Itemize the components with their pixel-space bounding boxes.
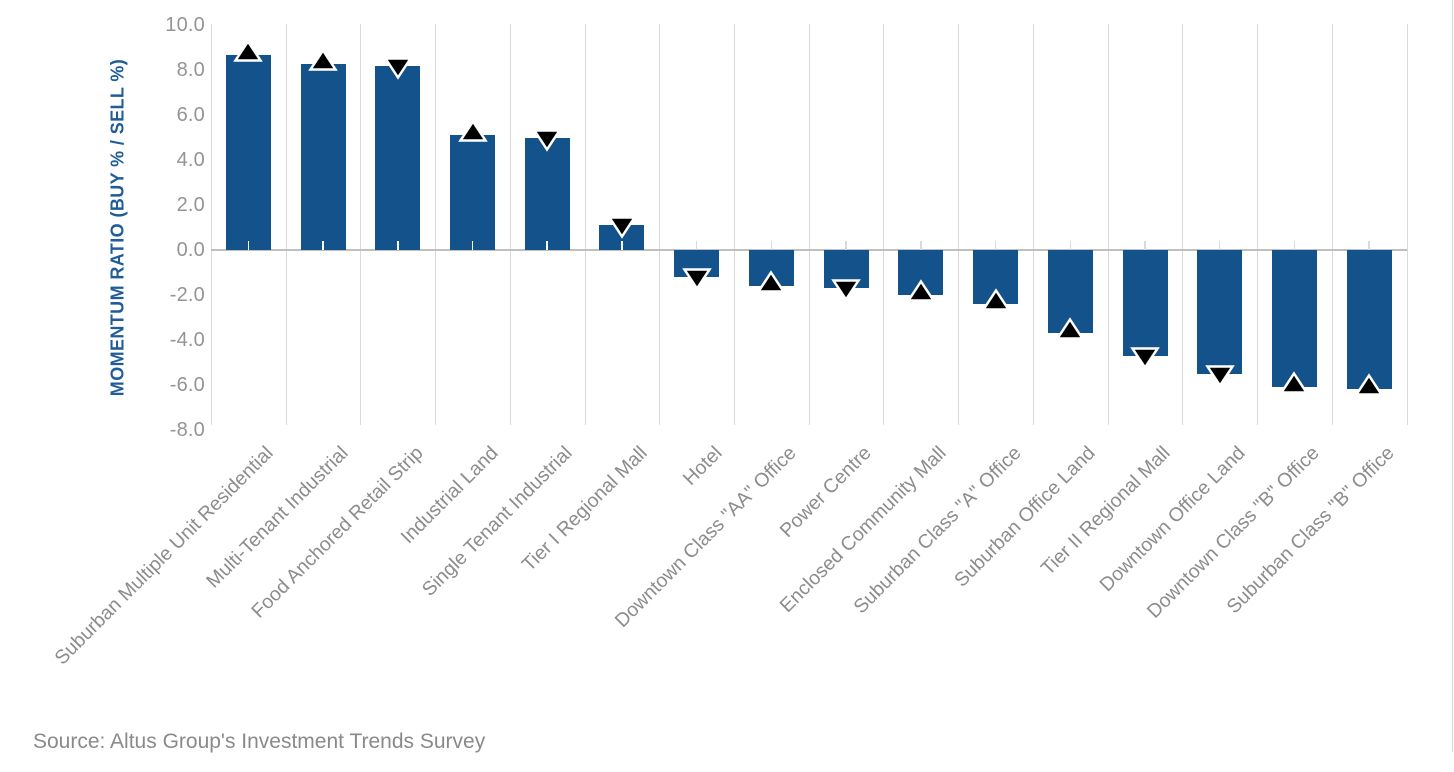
down-triangle-marker	[532, 128, 563, 157]
down-triangle-marker	[831, 278, 861, 307]
bar-2	[300, 63, 346, 250]
up-triangle-marker	[1055, 317, 1086, 346]
category-gridline	[734, 24, 736, 425]
bar-16	[1346, 250, 1392, 390]
category-axis-tick	[994, 241, 997, 250]
bar-4	[450, 135, 496, 250]
category-axis-tick	[1144, 241, 1146, 250]
y-axis-tick-label: 8.0	[176, 59, 205, 82]
y-axis-tick-label: 2.0	[176, 194, 205, 217]
category-gridline	[285, 24, 287, 425]
up-triangle-marker	[756, 270, 787, 299]
y-axis-tick-label: -8.0	[169, 418, 205, 441]
y-axis-title: MOMENTUM RATIO (BUY % / SELL %)	[107, 58, 128, 397]
category-axis-tick	[695, 241, 698, 250]
category-gridline	[1182, 24, 1184, 425]
category-axis-tick	[920, 241, 922, 250]
y-axis-tick-label: -2.0	[169, 283, 205, 306]
up-triangle-marker	[457, 119, 488, 148]
up-triangle-marker	[1279, 371, 1310, 400]
chart-right-border	[1452, 0, 1453, 752]
bar-1	[225, 54, 271, 250]
category-axis-tick	[471, 241, 474, 250]
y-axis-tick-label: 0.0	[176, 239, 205, 261]
up-triangle-marker	[906, 279, 936, 308]
y-axis-tick-label: 4.0	[176, 149, 205, 172]
bar-14	[1197, 250, 1243, 374]
category-gridline	[1406, 24, 1408, 425]
down-triangle-marker	[681, 267, 712, 296]
y-axis-tick-label: -4.0	[169, 328, 205, 351]
category-axis-tick	[1218, 241, 1221, 250]
category-gridline	[509, 24, 511, 425]
category-axis-tick	[1368, 241, 1370, 250]
category-axis-tick	[322, 241, 324, 250]
category-axis-tick	[247, 241, 250, 250]
category-gridline	[659, 24, 661, 425]
bar-3	[375, 65, 421, 250]
down-triangle-marker	[382, 56, 413, 85]
category-gridline	[1331, 24, 1333, 425]
up-triangle-marker	[980, 288, 1011, 317]
up-triangle-marker	[233, 38, 264, 68]
bar-15	[1271, 250, 1317, 387]
category-gridline	[1257, 24, 1259, 425]
category-gridline	[584, 24, 586, 425]
category-axis-tick	[1069, 241, 1072, 250]
category-axis-tick	[845, 241, 847, 250]
category-gridline	[1107, 24, 1109, 425]
category-axis-tick	[546, 241, 548, 250]
category-axis-tick	[621, 241, 623, 250]
up-triangle-marker	[1354, 373, 1384, 402]
source-note: Source: Altus Group's Investment Trends …	[33, 730, 486, 753]
y-axis-tick-label: 6.0	[176, 104, 205, 127]
down-triangle-marker	[1204, 364, 1235, 393]
down-triangle-marker	[1130, 346, 1160, 375]
up-triangle-marker	[308, 47, 338, 77]
y-axis-tick-label: -6.0	[169, 373, 205, 396]
bar-13	[1122, 250, 1168, 356]
category-gridline	[1032, 24, 1034, 425]
category-gridline	[883, 24, 885, 425]
category-gridline	[958, 24, 960, 425]
zero-axis-line	[211, 249, 1407, 251]
category-axis-tick	[1293, 241, 1296, 250]
down-triangle-marker	[607, 215, 637, 244]
category-gridline	[435, 24, 437, 425]
category-gridline	[360, 24, 362, 425]
bar-5	[524, 137, 570, 250]
category-axis-tick	[397, 241, 399, 250]
category-axis-tick	[770, 241, 773, 250]
category-gridline	[211, 24, 212, 425]
y-axis-tick-label: 10.0	[165, 14, 205, 37]
category-gridline	[808, 24, 810, 425]
